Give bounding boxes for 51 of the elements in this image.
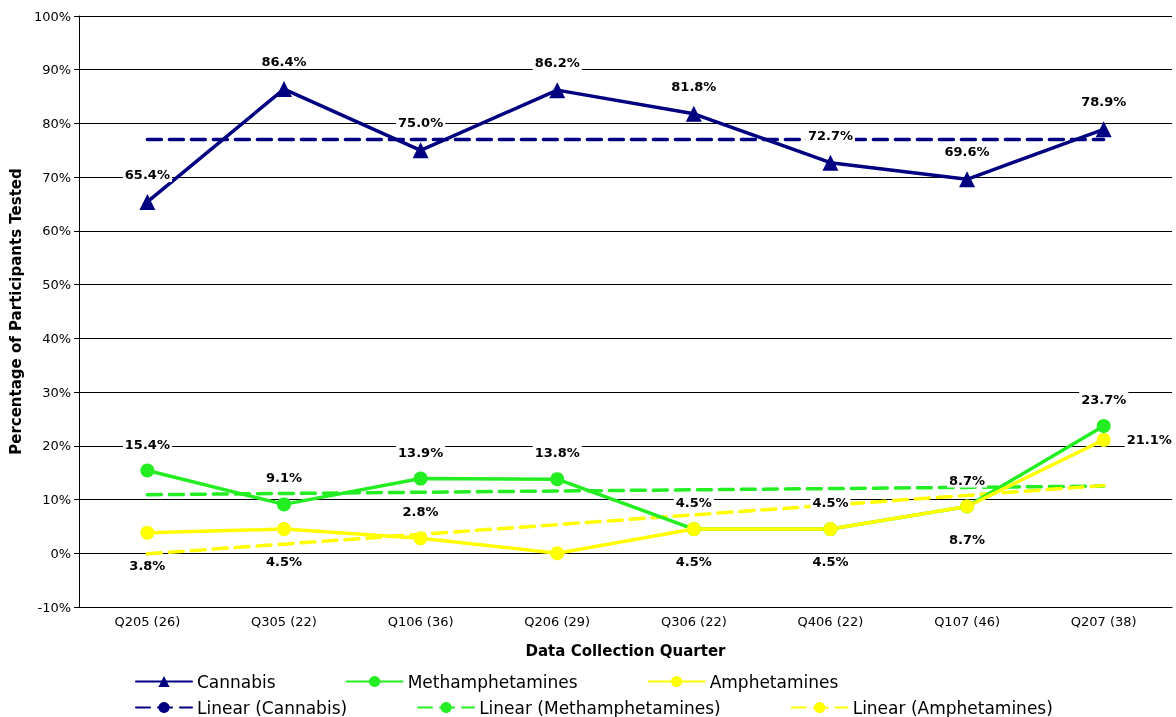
y-tick-label: -10% [37, 599, 72, 615]
x-axis-title: Data Collection Quarter [525, 641, 727, 660]
x-tick-label: Q106 (36) [387, 614, 454, 629]
legend-label: Amphetamines [709, 671, 839, 692]
data-label: 13.8% [534, 445, 580, 461]
data-label: 8.7% [949, 472, 986, 488]
data-label: 86.2% [534, 55, 580, 71]
data-label: 8.7% [949, 531, 986, 547]
data-label: 69.6% [944, 144, 990, 160]
data-label: 75.0% [398, 115, 444, 131]
y-tick-label: 100% [33, 8, 72, 24]
x-tick-label: Q406 (22) [797, 614, 864, 629]
x-tick-label: Q206 (29) [524, 614, 591, 629]
data-label: 21.1% [1126, 432, 1172, 448]
x-tick-label: Q207 (38) [1070, 614, 1137, 629]
y-tick-label: 60% [42, 223, 72, 239]
data-label: 4.5% [675, 554, 712, 570]
data-label: 72.7% [807, 127, 854, 143]
x-tick-label: Q305 (22) [251, 614, 317, 629]
y-tick-label: 10% [42, 492, 72, 508]
y-tick-label: 0% [50, 545, 72, 561]
data-label: 65.4% [124, 166, 170, 182]
legend-label: Linear (Amphetamines) [852, 697, 1053, 717]
y-tick-label: 40% [42, 330, 72, 346]
data-label: 3.8% [129, 557, 166, 573]
data-label: 13.9% [398, 444, 444, 460]
data-label: 81.8% [671, 78, 717, 94]
y-tick-label: 70% [42, 169, 72, 185]
data-label: 4.5% [812, 495, 849, 511]
y-axis-title: Percentage of Participants Tested [6, 168, 25, 455]
y-tick-label: 50% [42, 277, 72, 293]
x-tick-label: Q205 (26) [114, 614, 181, 629]
data-label: 4.5% [675, 495, 712, 511]
data-label: 2.8% [402, 504, 439, 520]
data-label: 4.5% [265, 554, 303, 570]
legend-label: Cannabis [197, 671, 276, 692]
y-tick-label: 80% [42, 115, 72, 131]
legend-label: Linear (Cannabis) [197, 697, 348, 717]
x-tick-label: Q107 (46) [934, 614, 1001, 629]
legend-label: Linear (Methamphetamines) [479, 697, 721, 717]
data-label: 4.5% [812, 554, 849, 570]
x-tick-label: Q306 (22) [660, 614, 727, 629]
data-label: 23.7% [1081, 391, 1127, 407]
data-label: 15.4% [124, 436, 170, 452]
data-label: 78.9% [1081, 94, 1127, 110]
y-tick-label: 30% [42, 384, 72, 400]
y-tick-label: 90% [42, 62, 72, 78]
legend-label: Methamphetamines [407, 671, 578, 692]
data-label: 86.4% [261, 54, 307, 70]
data-label: 9.1% [265, 470, 303, 486]
y-tick-label: 20% [42, 438, 72, 454]
